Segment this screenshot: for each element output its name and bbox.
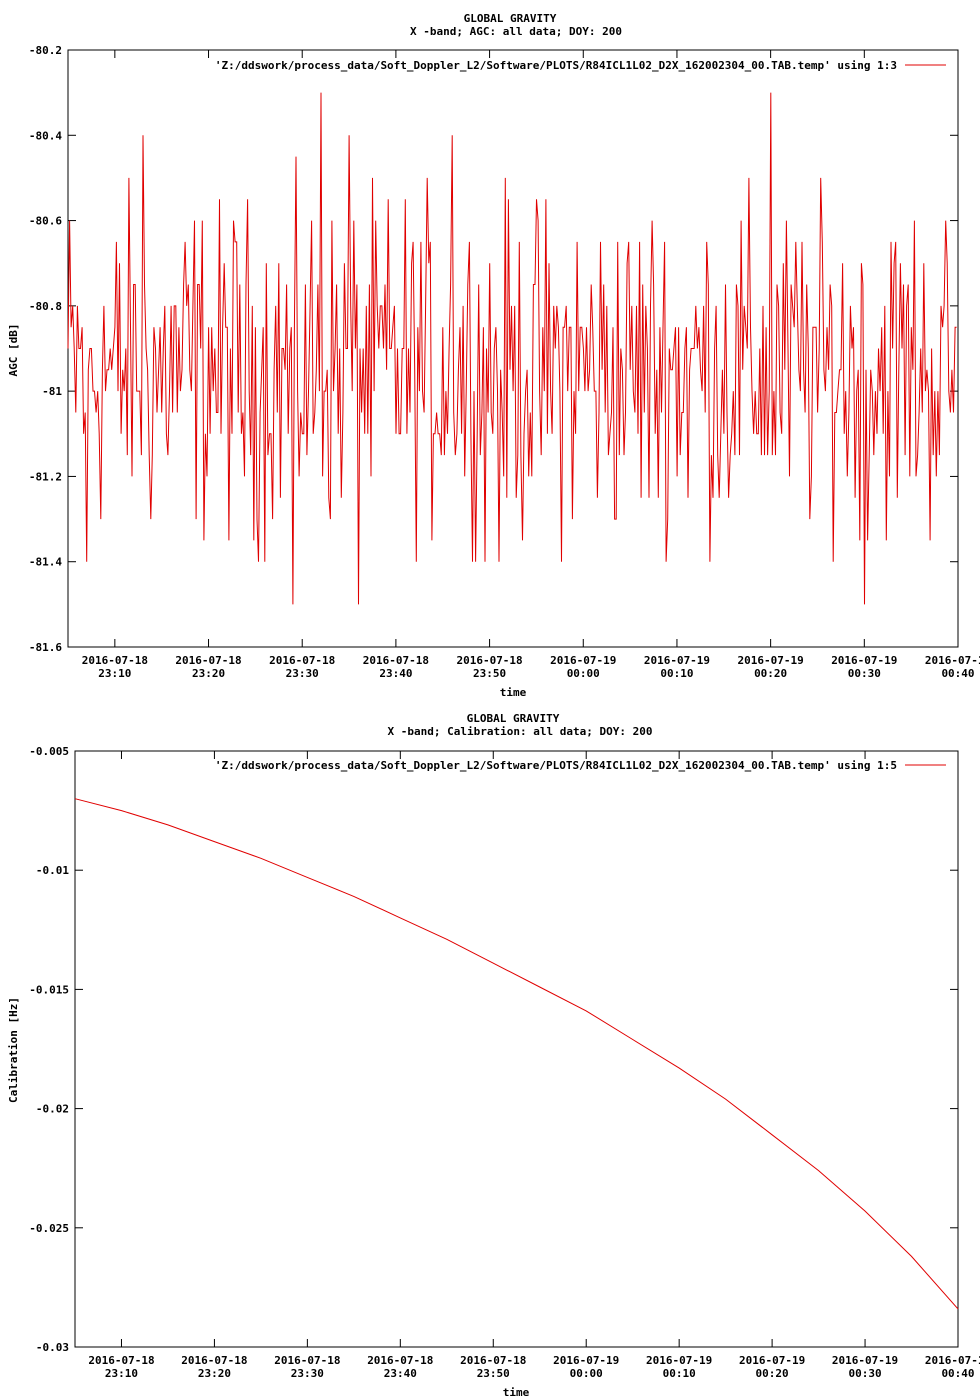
agc-series-line xyxy=(67,92,957,605)
calibration-x-tick-date-label: 2016-07-19 xyxy=(646,1354,712,1367)
agc-x-tick-date-label: 2016-07-19 xyxy=(925,654,980,667)
calibration-legend-label: 'Z:/ddswork/process_data/Soft_Doppler_L2… xyxy=(215,759,897,772)
agc-x-tick-time-label: 00:10 xyxy=(660,667,693,680)
calibration-x-tick-date-label: 2016-07-18 xyxy=(274,1354,340,1367)
agc-x-tick-date-label: 2016-07-18 xyxy=(82,654,148,667)
calibration-plot-frame xyxy=(74,750,959,1348)
calibration-x-tick-date-label: 2016-07-18 xyxy=(181,1354,247,1367)
agc-x-tick-date-label: 2016-07-19 xyxy=(738,654,804,667)
calibration-y-tick-label: -0.01 xyxy=(36,864,69,877)
agc-y-tick-label: -80.6 xyxy=(29,215,62,228)
calibration-x-tick-time-label: 00:20 xyxy=(756,1367,789,1380)
calibration-x-tick-time-label: 23:50 xyxy=(477,1367,510,1380)
calibration-chart: GLOBAL GRAVITY X -band; Calibration: all… xyxy=(7,712,980,1399)
calibration-y-tick-label: -0.02 xyxy=(36,1103,69,1116)
agc-x-tick-date-label: 2016-07-18 xyxy=(175,654,241,667)
calibration-x-tick-date-label: 2016-07-18 xyxy=(88,1354,154,1367)
calibration-x-tick-date-label: 2016-07-19 xyxy=(553,1354,619,1367)
agc-x-tick-time-label: 00:40 xyxy=(941,667,974,680)
agc-y-tick-label: -80.8 xyxy=(29,300,62,313)
calibration-chart-title: GLOBAL GRAVITY xyxy=(467,712,560,725)
agc-chart-subtitle: X -band; AGC: all data; DOY: 200 xyxy=(410,25,622,38)
calibration-x-tick-date-label: 2016-07-19 xyxy=(832,1354,898,1367)
agc-y-tick-label: -80.4 xyxy=(29,129,62,142)
agc-plot-frame xyxy=(67,49,959,648)
calibration-x-ticks: 2016-07-1823:102016-07-1823:202016-07-18… xyxy=(88,751,980,1380)
calibration-chart-subtitle: X -band; Calibration: all data; DOY: 200 xyxy=(388,725,653,738)
calibration-x-tick-time-label: 00:00 xyxy=(570,1367,603,1380)
agc-chart-title: GLOBAL GRAVITY xyxy=(464,12,557,25)
calibration-x-tick-time-label: 23:20 xyxy=(198,1367,231,1380)
agc-x-tick-date-label: 2016-07-18 xyxy=(269,654,335,667)
agc-y-tick-label: -80.2 xyxy=(29,44,62,57)
agc-legend-label: 'Z:/ddswork/process_data/Soft_Doppler_L2… xyxy=(215,59,897,72)
calibration-x-tick-time-label: 00:30 xyxy=(848,1367,881,1380)
calibration-x-tick-time-label: 23:30 xyxy=(291,1367,324,1380)
calibration-y-tick-label: -0.005 xyxy=(29,745,69,758)
calibration-y-tick-label: -0.015 xyxy=(29,983,69,996)
agc-y-axis-label: AGC [dB] xyxy=(7,324,20,377)
agc-x-tick-date-label: 2016-07-18 xyxy=(363,654,429,667)
calibration-x-tick-date-label: 2016-07-18 xyxy=(367,1354,433,1367)
agc-chart: GLOBAL GRAVITY X -band; AGC: all data; D… xyxy=(7,12,980,699)
agc-x-tick-time-label: 23:50 xyxy=(473,667,506,680)
agc-x-tick-time-label: 23:40 xyxy=(379,667,412,680)
agc-x-ticks: 2016-07-1823:102016-07-1823:202016-07-18… xyxy=(82,50,980,680)
agc-y-tick-label: -81.2 xyxy=(29,470,62,483)
agc-x-tick-time-label: 00:00 xyxy=(567,667,600,680)
calibration-x-tick-time-label: 00:10 xyxy=(663,1367,696,1380)
calibration-x-tick-time-label: 23:40 xyxy=(384,1367,417,1380)
agc-x-tick-time-label: 23:10 xyxy=(98,667,131,680)
calibration-x-tick-date-label: 2016-07-19 xyxy=(739,1354,805,1367)
calibration-x-axis-label: time xyxy=(503,1386,530,1399)
calibration-x-tick-time-label: 23:10 xyxy=(105,1367,138,1380)
agc-x-tick-time-label: 00:30 xyxy=(848,667,881,680)
agc-y-tick-label: -81.4 xyxy=(29,556,62,569)
agc-x-tick-date-label: 2016-07-18 xyxy=(456,654,522,667)
calibration-series-line xyxy=(74,798,959,1310)
agc-y-tick-label: -81 xyxy=(42,385,62,398)
calibration-x-tick-time-label: 00:40 xyxy=(941,1367,974,1380)
calibration-y-tick-label: -0.03 xyxy=(36,1341,69,1354)
agc-x-tick-date-label: 2016-07-19 xyxy=(831,654,897,667)
agc-y-ticks: -80.2 -80.4 -80.6 -80.8 -81 -81.2 -81.4 -81.6 xyxy=(29,44,958,654)
agc-x-tick-time-label: 23:20 xyxy=(192,667,225,680)
calibration-y-ticks: -0.005 -0.01 -0.015 -0.02 -0.025 -0.03 xyxy=(29,745,958,1354)
agc-y-tick-label: -81.6 xyxy=(29,641,62,654)
agc-x-tick-date-label: 2016-07-19 xyxy=(550,654,616,667)
agc-x-tick-time-label: 23:30 xyxy=(286,667,319,680)
agc-x-axis-label: time xyxy=(500,686,527,699)
agc-x-tick-time-label: 00:20 xyxy=(754,667,787,680)
calibration-x-tick-date-label: 2016-07-19 xyxy=(925,1354,980,1367)
agc-x-tick-date-label: 2016-07-19 xyxy=(644,654,710,667)
calibration-y-axis-label: Calibration [Hz] xyxy=(7,997,20,1103)
calibration-x-tick-date-label: 2016-07-18 xyxy=(460,1354,526,1367)
calibration-y-tick-label: -0.025 xyxy=(29,1222,69,1235)
